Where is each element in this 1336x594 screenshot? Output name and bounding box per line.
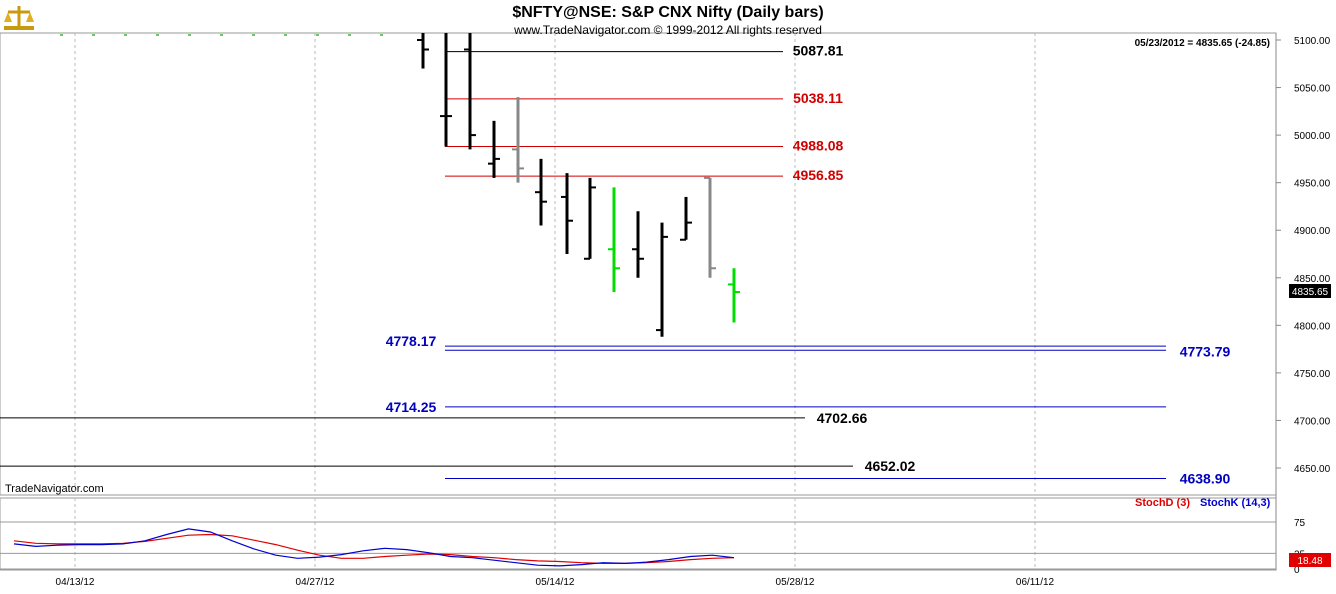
x-tick-label: 05/14/12 bbox=[536, 577, 575, 588]
level-label: 4778.17 bbox=[386, 333, 437, 349]
level-label: 4638.90 bbox=[1180, 471, 1231, 487]
level-label: 4956.85 bbox=[793, 167, 844, 183]
y-tick-label: 4850.00 bbox=[1294, 274, 1331, 285]
level-label: 5087.81 bbox=[793, 43, 844, 59]
level-label: 5038.11 bbox=[793, 90, 843, 106]
y-tick-label: 4650.00 bbox=[1294, 464, 1331, 475]
top-marker bbox=[252, 34, 255, 36]
bar-layer bbox=[417, 33, 740, 337]
x-tick-label: 05/28/12 bbox=[776, 577, 815, 588]
scale-balance-icon bbox=[4, 6, 34, 30]
stochastic-panel-frame bbox=[0, 497, 1277, 571]
top-marker bbox=[60, 34, 63, 36]
last-price-box bbox=[1289, 284, 1331, 298]
watermark-text: TradeNavigator.com bbox=[5, 483, 104, 495]
last-info-text: 05/23/2012 = 4835.65 (-24.85) bbox=[1135, 38, 1270, 49]
y-tick-label: 4750.00 bbox=[1294, 369, 1331, 380]
level-label: 4988.08 bbox=[793, 137, 844, 153]
top-marker bbox=[124, 34, 127, 36]
stoch-y-tick-label: 0 bbox=[1294, 565, 1300, 576]
top-marker bbox=[188, 34, 191, 36]
top-marker bbox=[156, 34, 159, 36]
top-marker bbox=[380, 34, 383, 36]
x-tick-label: 06/11/12 bbox=[1016, 577, 1055, 588]
top-marker bbox=[316, 34, 319, 36]
chart-title: $NFTY@NSE: S&P CNX Nifty (Daily bars) bbox=[512, 4, 823, 21]
x-tick-label: 04/13/12 bbox=[56, 577, 95, 588]
top-marker bbox=[284, 34, 287, 36]
y-tick-label: 4900.00 bbox=[1294, 226, 1331, 237]
y-tick-label: 5100.00 bbox=[1294, 36, 1331, 47]
level-label: 4714.25 bbox=[386, 399, 437, 415]
stoch-last-box bbox=[1289, 553, 1331, 567]
top-marker bbox=[92, 34, 95, 36]
level-label: 4773.79 bbox=[1180, 343, 1231, 359]
stoch-d-legend: StochD (3) bbox=[1135, 497, 1190, 509]
stoch-last-label: 18.48 bbox=[1297, 556, 1322, 567]
level-label: 4702.66 bbox=[817, 410, 868, 426]
stoch-k-line bbox=[13, 528, 735, 567]
y-tick-label: 5050.00 bbox=[1294, 84, 1331, 95]
stoch-y-tick-label: 75 bbox=[1294, 518, 1306, 529]
y-tick-label: 4700.00 bbox=[1294, 416, 1331, 427]
stoch-k-legend: StochK (14,3) bbox=[1200, 497, 1271, 509]
axis-layer: 5100.00 5050.00 5000.00 4950.00 4900.00 4850.… bbox=[56, 36, 1331, 588]
y-tick-label: 4800.00 bbox=[1294, 321, 1331, 332]
top-marker bbox=[220, 34, 223, 36]
y-tick-label: 5000.00 bbox=[1294, 131, 1331, 142]
y-tick-label: 4950.00 bbox=[1294, 179, 1331, 190]
level-label: 4652.02 bbox=[865, 458, 916, 474]
top-marker bbox=[348, 34, 351, 36]
x-tick-label: 04/27/12 bbox=[296, 577, 335, 588]
last-price-label: 4835.65 bbox=[1292, 287, 1329, 298]
copyright-text: www.TradeNavigator.com © 1999-2012 All r… bbox=[513, 23, 822, 37]
level-layer: 5087.81 5038.11 4988.08 4956.85 4778.17 4773.… bbox=[0, 43, 1231, 487]
stoch-layer bbox=[13, 528, 735, 567]
